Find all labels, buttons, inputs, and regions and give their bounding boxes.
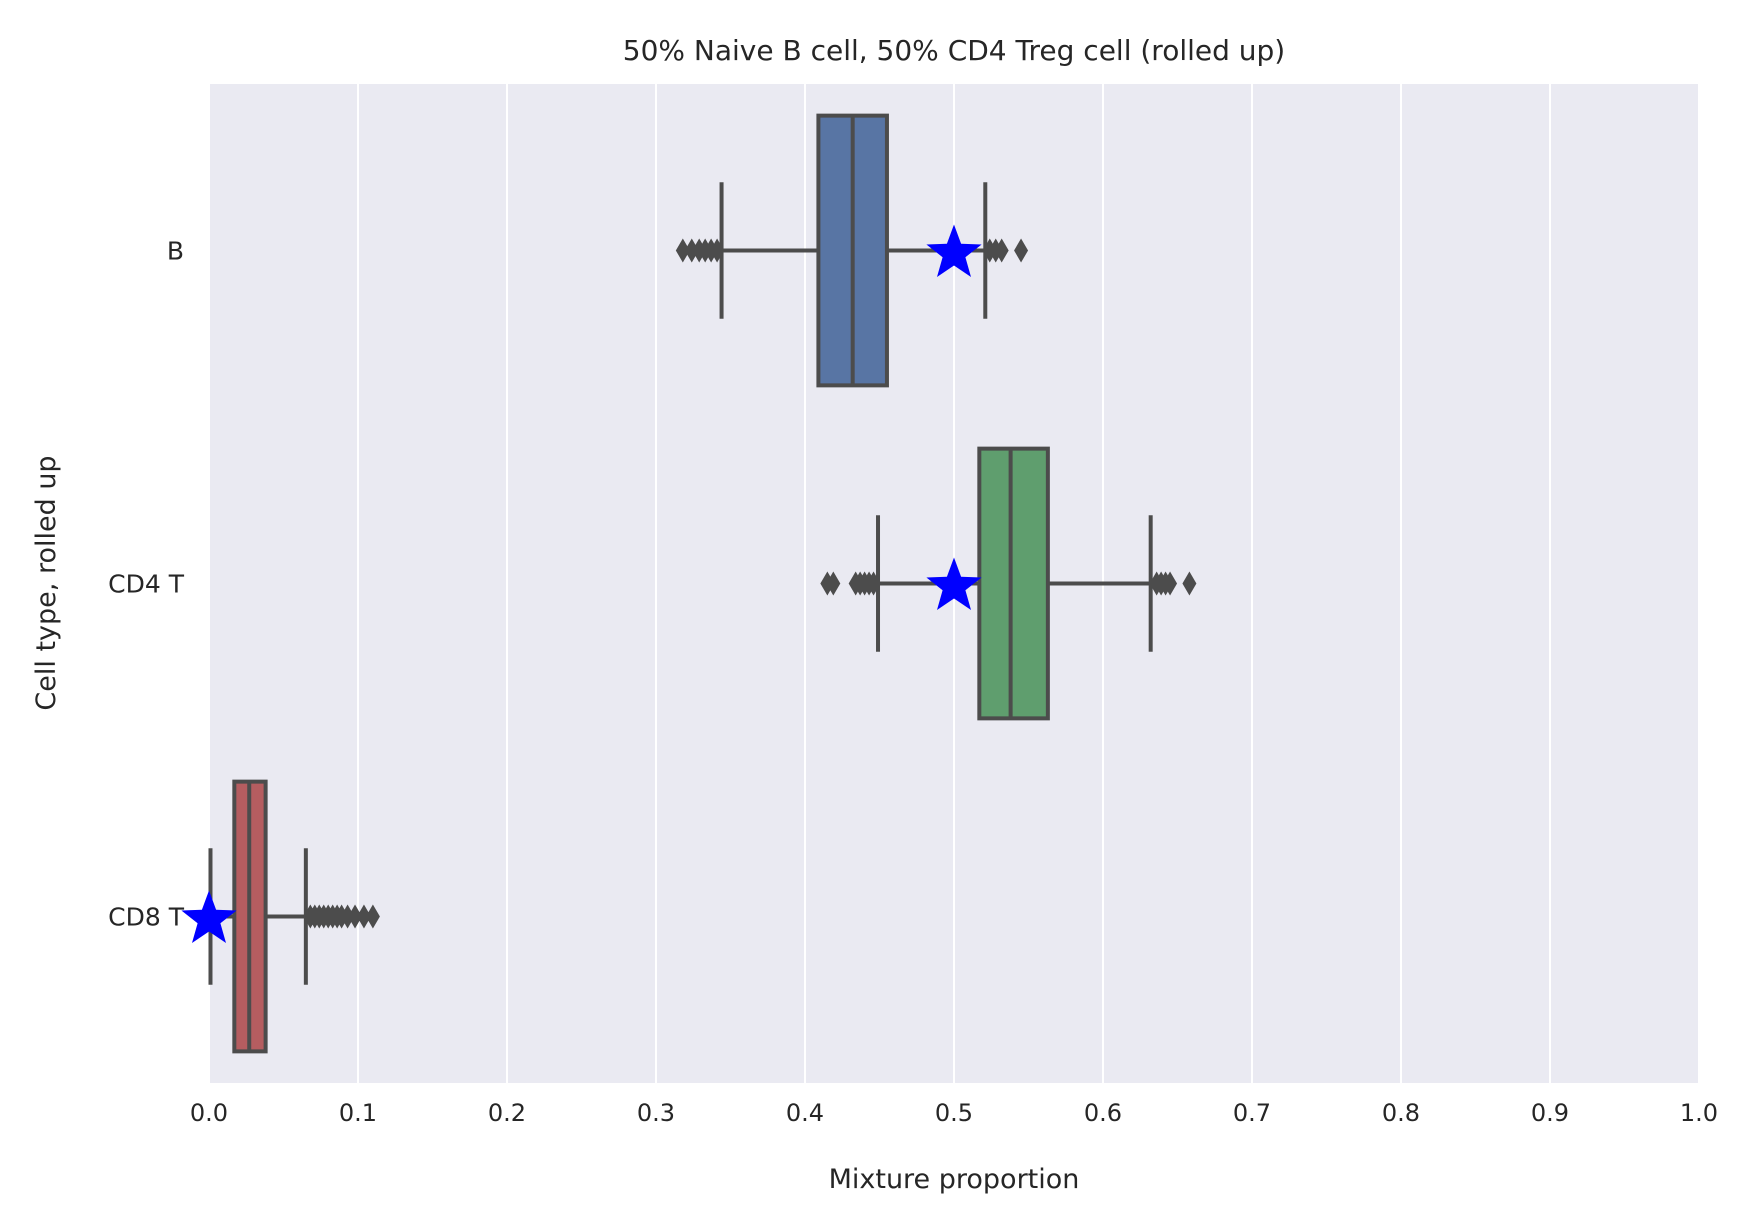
- outlier-point: [348, 904, 363, 929]
- grid-lines: [208, 84, 1700, 1083]
- outlier-point: [994, 238, 1009, 263]
- x-tick-label: 0.4: [786, 1099, 824, 1127]
- x-tick-label: 1.0: [1680, 1099, 1718, 1127]
- outlier-point: [826, 571, 841, 596]
- box-group-cd4-t: [820, 446, 1197, 721]
- category-labels: B CD4 T CD8 T: [108, 237, 185, 932]
- true-value-star: [926, 557, 982, 610]
- outlier-point: [365, 904, 380, 929]
- x-tick-label: 0.0: [190, 1099, 228, 1127]
- category-label: B: [167, 237, 184, 266]
- category-label: CD4 T: [108, 570, 185, 599]
- outlier-point: [356, 904, 371, 929]
- true-value-markers: [181, 224, 982, 943]
- outlier-point: [340, 904, 355, 929]
- category-label: CD8 T: [108, 903, 185, 932]
- x-tick-label: 0.5: [935, 1099, 973, 1127]
- outlier-point: [1163, 571, 1178, 596]
- outlier-point: [675, 238, 690, 263]
- x-tick-label: 0.9: [1531, 1099, 1569, 1127]
- x-tick-label: 0.8: [1382, 1099, 1420, 1127]
- box-group-b: [675, 113, 1029, 388]
- true-value-star: [181, 890, 237, 943]
- chart-title: 50% Naive B cell, 50% CD4 Treg cell (rol…: [623, 34, 1285, 67]
- x-tick-label: 0.1: [339, 1099, 377, 1127]
- outlier-point: [710, 238, 725, 263]
- box-group-cd8-t: [208, 779, 380, 1054]
- x-tick-label: 0.3: [637, 1099, 675, 1127]
- outlier-point: [1182, 571, 1197, 596]
- x-axis-label: Mixture proportion: [829, 1164, 1080, 1195]
- true-value-star: [926, 224, 982, 277]
- x-tick-labels: 0.0 0.1 0.2 0.3 0.4 0.5 0.6 0.7 0.8 0.9 1.0: [190, 1099, 1718, 1127]
- boxes: [208, 113, 1197, 1054]
- iqr-box: [977, 446, 1050, 721]
- y-axis-label: Cell type, rolled up: [31, 455, 62, 710]
- x-tick-label: 0.6: [1084, 1099, 1122, 1127]
- outlier-point: [1014, 238, 1029, 263]
- outlier-point: [684, 238, 699, 263]
- outlier-point: [866, 571, 881, 596]
- x-tick-label: 0.7: [1233, 1099, 1271, 1127]
- x-tick-label: 0.2: [488, 1099, 526, 1127]
